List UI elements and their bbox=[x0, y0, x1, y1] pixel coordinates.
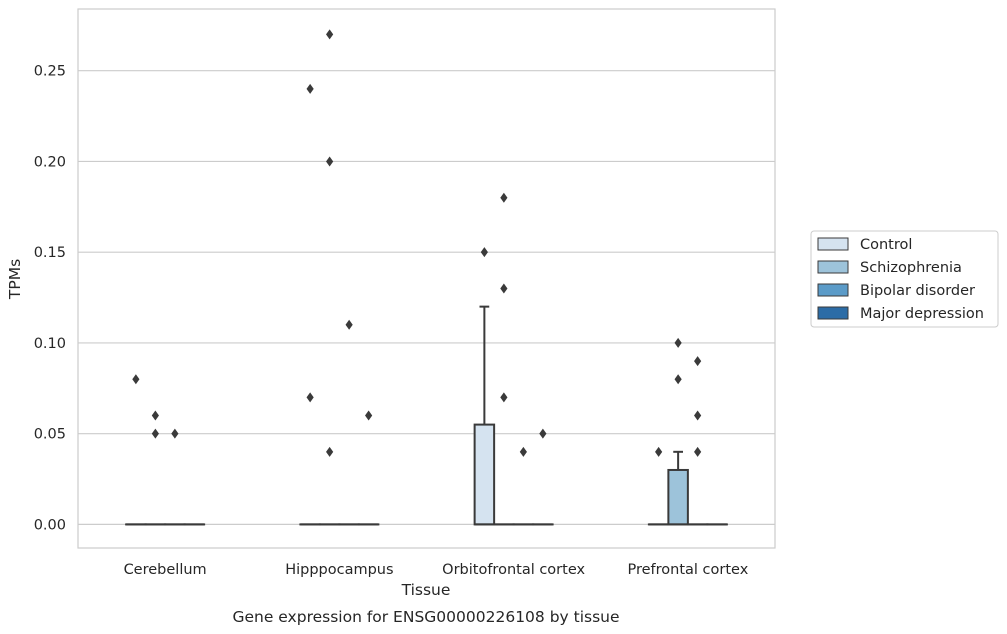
outlier-point bbox=[694, 446, 702, 457]
x-tick-label: Orbitofrontal cortex bbox=[442, 562, 585, 578]
y-tick-label: 0.15 bbox=[34, 245, 66, 261]
box-rect bbox=[667, 468, 689, 526]
outlier-point bbox=[132, 374, 140, 385]
y-tick-label: 0.25 bbox=[34, 64, 66, 80]
legend-label: Schizophrenia bbox=[860, 260, 962, 276]
x-tick-labels: Cerebellum Hipppocampus Orbitofrontal cort… bbox=[124, 562, 749, 578]
outlier-point bbox=[694, 356, 702, 367]
outlier-point bbox=[151, 428, 159, 439]
box-control bbox=[473, 305, 496, 526]
legend-label: Bipolar disorder bbox=[860, 283, 975, 299]
x-tick-label: Prefrontal cortex bbox=[627, 562, 748, 578]
legend: Control Schizophrenia Bipolar disorder Majo… bbox=[810, 230, 999, 328]
x-axis-label: Tissue bbox=[401, 581, 451, 599]
legend-item: Control bbox=[817, 237, 912, 253]
chart-caption: Gene expression for ENSG00000226108 by t… bbox=[232, 608, 619, 626]
outlier-point bbox=[674, 374, 682, 385]
outliers bbox=[132, 29, 702, 457]
y-tick-label: 0.20 bbox=[34, 154, 66, 170]
outlier-point bbox=[365, 410, 373, 421]
legend-label: Major depression bbox=[860, 306, 984, 322]
box-schizophrenia bbox=[667, 450, 689, 526]
y-tick-label: 0.00 bbox=[34, 517, 66, 533]
legend-label: Control bbox=[860, 237, 912, 253]
boxes bbox=[125, 305, 728, 526]
y-tick-label: 0.05 bbox=[34, 427, 66, 443]
outlier-point bbox=[539, 428, 547, 439]
legend-item: Schizophrenia bbox=[817, 260, 962, 276]
outlier-point bbox=[171, 428, 179, 439]
plot-frame bbox=[77, 8, 776, 549]
legend-frame bbox=[810, 230, 999, 328]
legend-item: Bipolar disorder bbox=[817, 283, 975, 299]
outlier-point bbox=[694, 410, 702, 421]
legend-swatch bbox=[817, 260, 849, 274]
outlier-point bbox=[500, 392, 508, 403]
outlier-point bbox=[655, 446, 663, 457]
legend-swatch bbox=[817, 306, 849, 320]
outlier-point bbox=[345, 319, 353, 330]
y-tick-labels: 0.00 0.05 0.10 0.15 0.20 0.25 bbox=[34, 64, 66, 534]
x-tick-label: Cerebellum bbox=[124, 562, 207, 578]
legend-swatch bbox=[817, 237, 849, 251]
outlier-point bbox=[326, 156, 334, 167]
box-rect bbox=[473, 423, 496, 526]
y-axis-label: TPMs bbox=[6, 259, 24, 300]
outlier-point bbox=[306, 392, 314, 403]
gridlines bbox=[78, 70, 775, 526]
outlier-point bbox=[500, 192, 508, 203]
outlier-point bbox=[326, 446, 334, 457]
x-tick-label: Hipppocampus bbox=[285, 562, 393, 578]
y-tick-label: 0.10 bbox=[34, 336, 66, 352]
outlier-point bbox=[519, 446, 527, 457]
legend-item: Major depression bbox=[817, 306, 984, 322]
outlier-point bbox=[306, 83, 314, 94]
outlier-point bbox=[326, 29, 334, 40]
outlier-point bbox=[500, 283, 508, 294]
outlier-point bbox=[151, 410, 159, 421]
outlier-point bbox=[480, 247, 488, 258]
legend-swatch bbox=[817, 283, 849, 297]
outlier-point bbox=[674, 337, 682, 348]
